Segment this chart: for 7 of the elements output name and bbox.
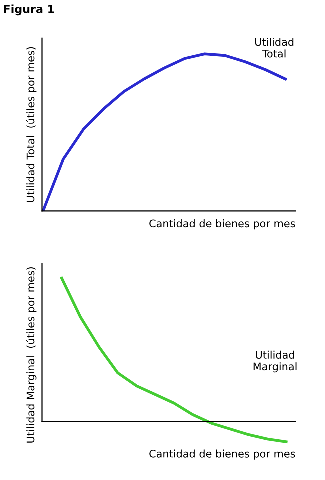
x-axis-title: Cantidad de bienes por mes xyxy=(150,450,296,460)
y-axis-title: Utilidad Marginal (útiles por mes) xyxy=(26,268,37,443)
text: Utilidad Marginal xyxy=(254,350,297,373)
series-label: Utilidad Total xyxy=(255,38,294,58)
x-axis-title: Cantidad de bienes por mes xyxy=(150,220,296,230)
y-axis-title: Utilidad Total (útiles por mes) xyxy=(26,47,37,202)
chart-title: Figura 1 xyxy=(4,4,54,16)
